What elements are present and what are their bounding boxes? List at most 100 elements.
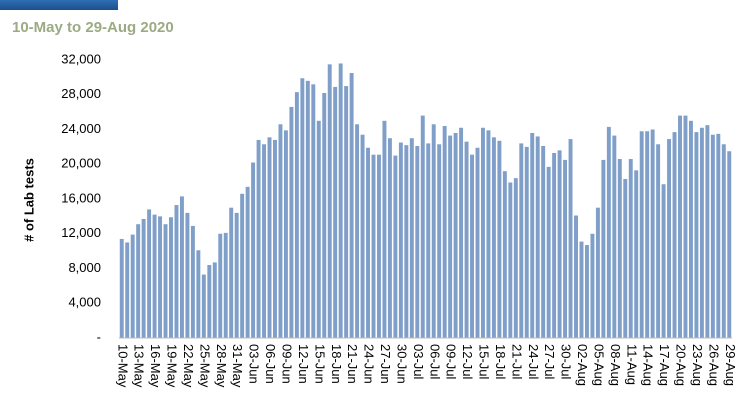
y-tick-label: 24,000 (61, 121, 101, 136)
x-tick-label: 09-Jun (279, 344, 294, 384)
bar (672, 132, 677, 338)
bar (595, 207, 600, 338)
bar (656, 144, 661, 338)
bar (152, 214, 157, 338)
bar (300, 78, 305, 339)
y-tick-label: 32,000 (61, 51, 101, 66)
bar (699, 127, 704, 338)
bar (251, 162, 256, 338)
bar (158, 216, 163, 338)
x-tick-label: 17-Aug (657, 344, 672, 386)
bar (705, 125, 710, 338)
x-tick-label: 27-Jul (542, 344, 557, 380)
bar (464, 141, 469, 338)
bar (650, 129, 655, 338)
bar (283, 130, 288, 338)
bar (393, 155, 398, 338)
bar (426, 143, 431, 338)
x-tick-label: 24-Jul (526, 344, 541, 380)
bar (502, 171, 507, 338)
x-tick-label: 06-Jul (427, 344, 442, 380)
bar (590, 233, 595, 338)
bar (169, 217, 173, 338)
x-tick-label: 19-May (165, 344, 180, 388)
bar (349, 73, 354, 338)
x-tick-label: 12-Jun (296, 344, 311, 384)
bar (470, 154, 474, 338)
x-tick-label: 20-Aug (674, 344, 689, 386)
bar (366, 147, 371, 338)
bar (579, 241, 584, 338)
bar (420, 115, 425, 338)
x-tick-label: 02-Aug (575, 344, 590, 386)
bar (437, 144, 442, 338)
bar (442, 126, 447, 339)
bar (147, 209, 152, 338)
bar (262, 144, 267, 338)
bar (322, 93, 327, 338)
bar (623, 179, 628, 338)
bar (305, 80, 310, 338)
x-tick-label: 18-Jul (493, 344, 508, 380)
x-tick-label: 18-Jun (329, 344, 344, 384)
bar (207, 265, 212, 338)
bar (289, 106, 294, 338)
bar (678, 115, 682, 338)
bar (710, 134, 715, 338)
bar (716, 133, 721, 338)
bar (278, 124, 283, 338)
bar (524, 146, 529, 338)
bar (333, 86, 338, 339)
bar (267, 137, 272, 338)
y-tick-label: 12,000 (61, 225, 101, 240)
bar (459, 127, 464, 338)
bar (294, 92, 299, 338)
bar (229, 207, 234, 338)
bar (448, 135, 453, 338)
bar (125, 242, 130, 338)
bar (163, 224, 168, 338)
y-tick-label: 4,000 (68, 295, 101, 310)
bar (190, 225, 195, 338)
bar (639, 131, 644, 338)
bar (683, 115, 688, 338)
x-tick-label: 09-Jul (444, 344, 459, 380)
x-tick-label: 28-May (214, 344, 229, 388)
bar (141, 218, 146, 338)
y-axis-label: # of Lab tests (21, 158, 36, 242)
bar (513, 178, 518, 338)
bar (574, 215, 578, 338)
x-tick-label: 11-Aug (624, 344, 639, 385)
x-tick-label: 29-Aug (723, 344, 736, 386)
x-tick-label: 25-May (197, 344, 212, 388)
x-tick-label: 10-May (115, 344, 130, 388)
bar (491, 137, 496, 338)
bar (185, 212, 190, 338)
bar (338, 63, 343, 338)
bar (360, 134, 365, 338)
bar (667, 139, 672, 338)
bar (645, 131, 650, 338)
y-tick-label: 16,000 (61, 190, 101, 205)
x-tick-label: 31-May (230, 344, 245, 388)
y-tick-label: 8,000 (68, 260, 101, 275)
bar (256, 139, 261, 338)
y-tick-label: 20,000 (61, 156, 101, 171)
bar (475, 147, 480, 338)
bar (387, 138, 392, 338)
bar (212, 262, 217, 338)
bar (130, 234, 135, 338)
x-tick-label: 15-Jun (312, 344, 327, 384)
bar (721, 144, 726, 338)
bar (584, 245, 589, 338)
bar (382, 120, 387, 338)
bar (179, 196, 184, 338)
x-tick-label: 22-May (181, 344, 196, 388)
x-tick-label: 05-Aug (591, 344, 606, 386)
bar (694, 132, 699, 338)
bar (617, 159, 622, 338)
bar (404, 145, 409, 338)
bar (174, 205, 179, 338)
bar (316, 120, 321, 338)
